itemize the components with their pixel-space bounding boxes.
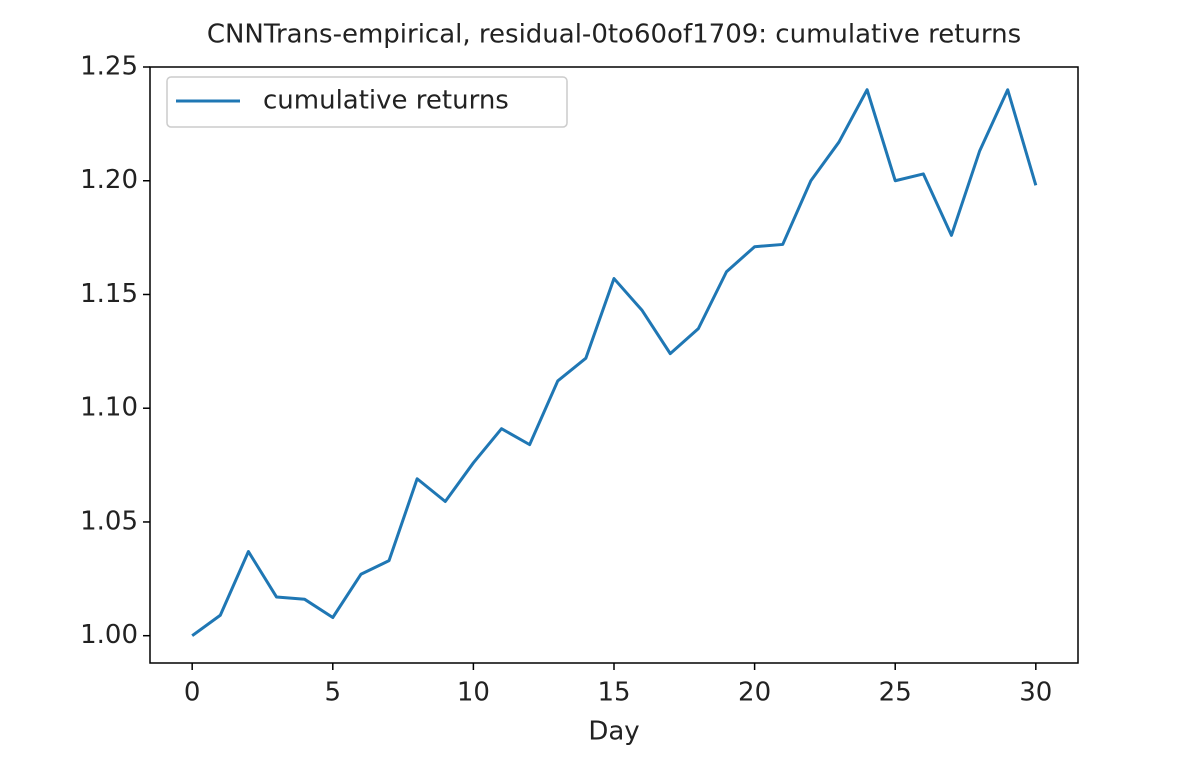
chart-title: CNNTrans-empirical, residual-0to60of1709… — [207, 20, 1021, 50]
y-tick-label: 1.20 — [80, 165, 138, 195]
x-tick-label: 20 — [738, 678, 771, 708]
legend-box — [166, 76, 568, 128]
y-tick-label: 1.05 — [80, 506, 138, 536]
y-tick-label: 1.00 — [80, 620, 138, 650]
legend-label: cumulative returns — [263, 86, 509, 116]
x-tick-label: 0 — [184, 678, 201, 708]
x-axis-label: Day — [588, 717, 639, 747]
y-tick-label: 1.15 — [80, 279, 138, 309]
y-tick-label: 1.25 — [80, 52, 138, 82]
axes-frame — [149, 66, 1079, 664]
x-tick-label: 10 — [457, 678, 490, 708]
data-line — [191, 88, 1038, 637]
x-tick-label: 15 — [597, 678, 630, 708]
x-tick-label: 25 — [879, 678, 912, 708]
x-tick-label: 30 — [1019, 678, 1052, 708]
x-tick-label: 5 — [325, 678, 342, 708]
y-tick-label: 1.10 — [80, 393, 138, 423]
